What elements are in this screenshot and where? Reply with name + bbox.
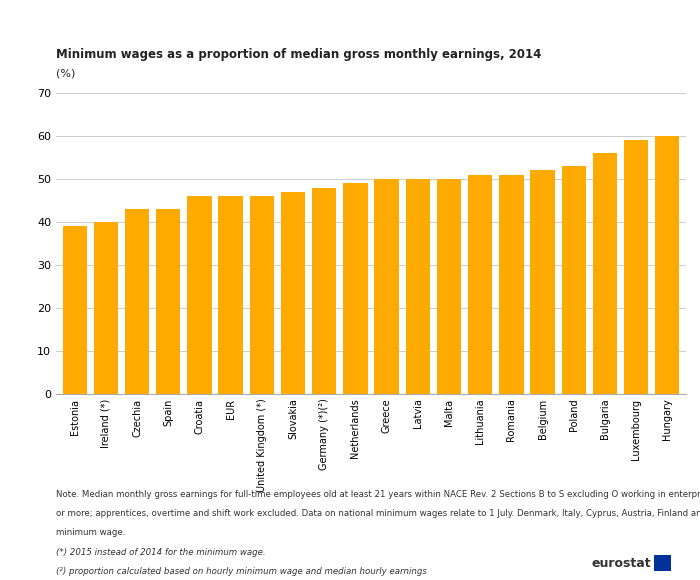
Bar [125,209,149,394]
Bar [156,209,181,394]
Text: Note. Median monthly gross earnings for full-time employees old at least 21 year: Note. Median monthly gross earnings for … [56,490,700,499]
Bar [561,166,586,394]
Bar [593,153,617,394]
Bar [94,222,118,394]
Bar [468,175,492,394]
Bar [531,171,554,394]
Text: (*) 2015 instead of 2014 for the minimum wage.: (*) 2015 instead of 2014 for the minimum… [56,548,265,557]
Text: eurostat: eurostat [592,557,651,570]
Text: (²) proportion calculated based on hourly minimum wage and median hourly earning: (²) proportion calculated based on hourl… [56,567,427,576]
Bar [62,226,87,394]
Bar [281,192,305,394]
Bar [218,196,243,394]
Bar [624,140,648,394]
Text: minimum wage.: minimum wage. [56,528,125,538]
Bar [343,183,368,394]
Bar [312,187,337,394]
Bar [405,179,430,394]
Text: or more; apprentices, overtime and shift work excluded. Data on national minimum: or more; apprentices, overtime and shift… [56,509,700,519]
Bar [374,179,399,394]
Text: Minimum wages as a proportion of median gross monthly earnings, 2014: Minimum wages as a proportion of median … [56,48,541,61]
Bar [499,175,524,394]
Text: (%): (%) [56,68,76,78]
Bar [655,136,680,394]
Bar [188,196,211,394]
Bar [250,196,274,394]
Bar [437,179,461,394]
